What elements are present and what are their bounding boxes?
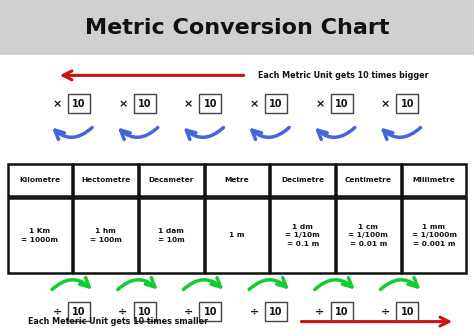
Text: ×: × (118, 99, 128, 109)
Text: ×: × (315, 99, 325, 109)
Text: 10: 10 (269, 307, 283, 317)
FancyBboxPatch shape (73, 198, 138, 273)
FancyBboxPatch shape (396, 302, 418, 321)
FancyBboxPatch shape (205, 164, 269, 196)
Text: Kilometre: Kilometre (19, 177, 61, 183)
Text: 10: 10 (335, 307, 348, 317)
FancyBboxPatch shape (0, 0, 474, 55)
Text: Decameter: Decameter (149, 177, 194, 183)
FancyBboxPatch shape (139, 198, 204, 273)
FancyBboxPatch shape (270, 198, 335, 273)
Text: 1 hm
= 100m: 1 hm = 100m (90, 228, 121, 243)
FancyBboxPatch shape (205, 198, 269, 273)
Text: 1 mm
= 1/1000m
= 0.001 m: 1 mm = 1/1000m = 0.001 m (411, 224, 456, 247)
Text: 10: 10 (138, 99, 151, 109)
Text: 1 Km
= 1000m: 1 Km = 1000m (21, 228, 58, 243)
Text: 10: 10 (138, 307, 151, 317)
FancyBboxPatch shape (331, 94, 353, 113)
Text: ×: × (53, 99, 62, 109)
FancyBboxPatch shape (331, 302, 353, 321)
FancyBboxPatch shape (200, 94, 221, 113)
FancyBboxPatch shape (401, 164, 466, 196)
Text: ÷: ÷ (250, 307, 259, 317)
FancyBboxPatch shape (68, 302, 90, 321)
Text: Decimetre: Decimetre (281, 177, 324, 183)
Text: 1 dm
= 1/10m
= 0.1 m: 1 dm = 1/10m = 0.1 m (285, 224, 320, 247)
Text: 10: 10 (335, 99, 348, 109)
Text: Centimetre: Centimetre (345, 177, 392, 183)
Text: ÷: ÷ (118, 307, 128, 317)
Text: Hectometre: Hectometre (81, 177, 130, 183)
FancyBboxPatch shape (134, 94, 155, 113)
FancyBboxPatch shape (396, 94, 418, 113)
FancyBboxPatch shape (401, 198, 466, 273)
FancyBboxPatch shape (336, 164, 401, 196)
Text: ×: × (249, 99, 259, 109)
Text: Metric Conversion Chart: Metric Conversion Chart (85, 18, 389, 38)
FancyBboxPatch shape (139, 164, 204, 196)
Text: ÷: ÷ (184, 307, 193, 317)
Text: Millimetre: Millimetre (413, 177, 456, 183)
Text: 1 m: 1 m (229, 232, 245, 238)
Text: ÷: ÷ (53, 307, 62, 317)
Text: 10: 10 (269, 99, 283, 109)
Text: Metre: Metre (225, 177, 249, 183)
Text: ÷: ÷ (315, 307, 325, 317)
FancyBboxPatch shape (73, 164, 138, 196)
Text: 10: 10 (72, 307, 86, 317)
FancyBboxPatch shape (200, 302, 221, 321)
Text: 10: 10 (203, 99, 217, 109)
Text: Each Metric Unit gets 10 times bigger: Each Metric Unit gets 10 times bigger (258, 71, 429, 80)
FancyBboxPatch shape (68, 94, 90, 113)
Text: 10: 10 (401, 307, 414, 317)
Text: ×: × (184, 99, 193, 109)
Text: 1 dam
= 10m: 1 dam = 10m (158, 228, 185, 243)
Text: ÷: ÷ (381, 307, 390, 317)
FancyBboxPatch shape (8, 198, 73, 273)
Text: 1 cm
= 1/100m
= 0.01 m: 1 cm = 1/100m = 0.01 m (348, 224, 388, 247)
Text: 10: 10 (401, 99, 414, 109)
Text: Each Meteric Unit gets 10 times smaller: Each Meteric Unit gets 10 times smaller (28, 317, 209, 326)
FancyBboxPatch shape (8, 164, 73, 196)
FancyBboxPatch shape (134, 302, 155, 321)
Text: ×: × (381, 99, 390, 109)
FancyBboxPatch shape (265, 94, 287, 113)
FancyBboxPatch shape (270, 164, 335, 196)
Text: 10: 10 (203, 307, 217, 317)
FancyBboxPatch shape (265, 302, 287, 321)
FancyBboxPatch shape (336, 198, 401, 273)
Text: 10: 10 (72, 99, 86, 109)
